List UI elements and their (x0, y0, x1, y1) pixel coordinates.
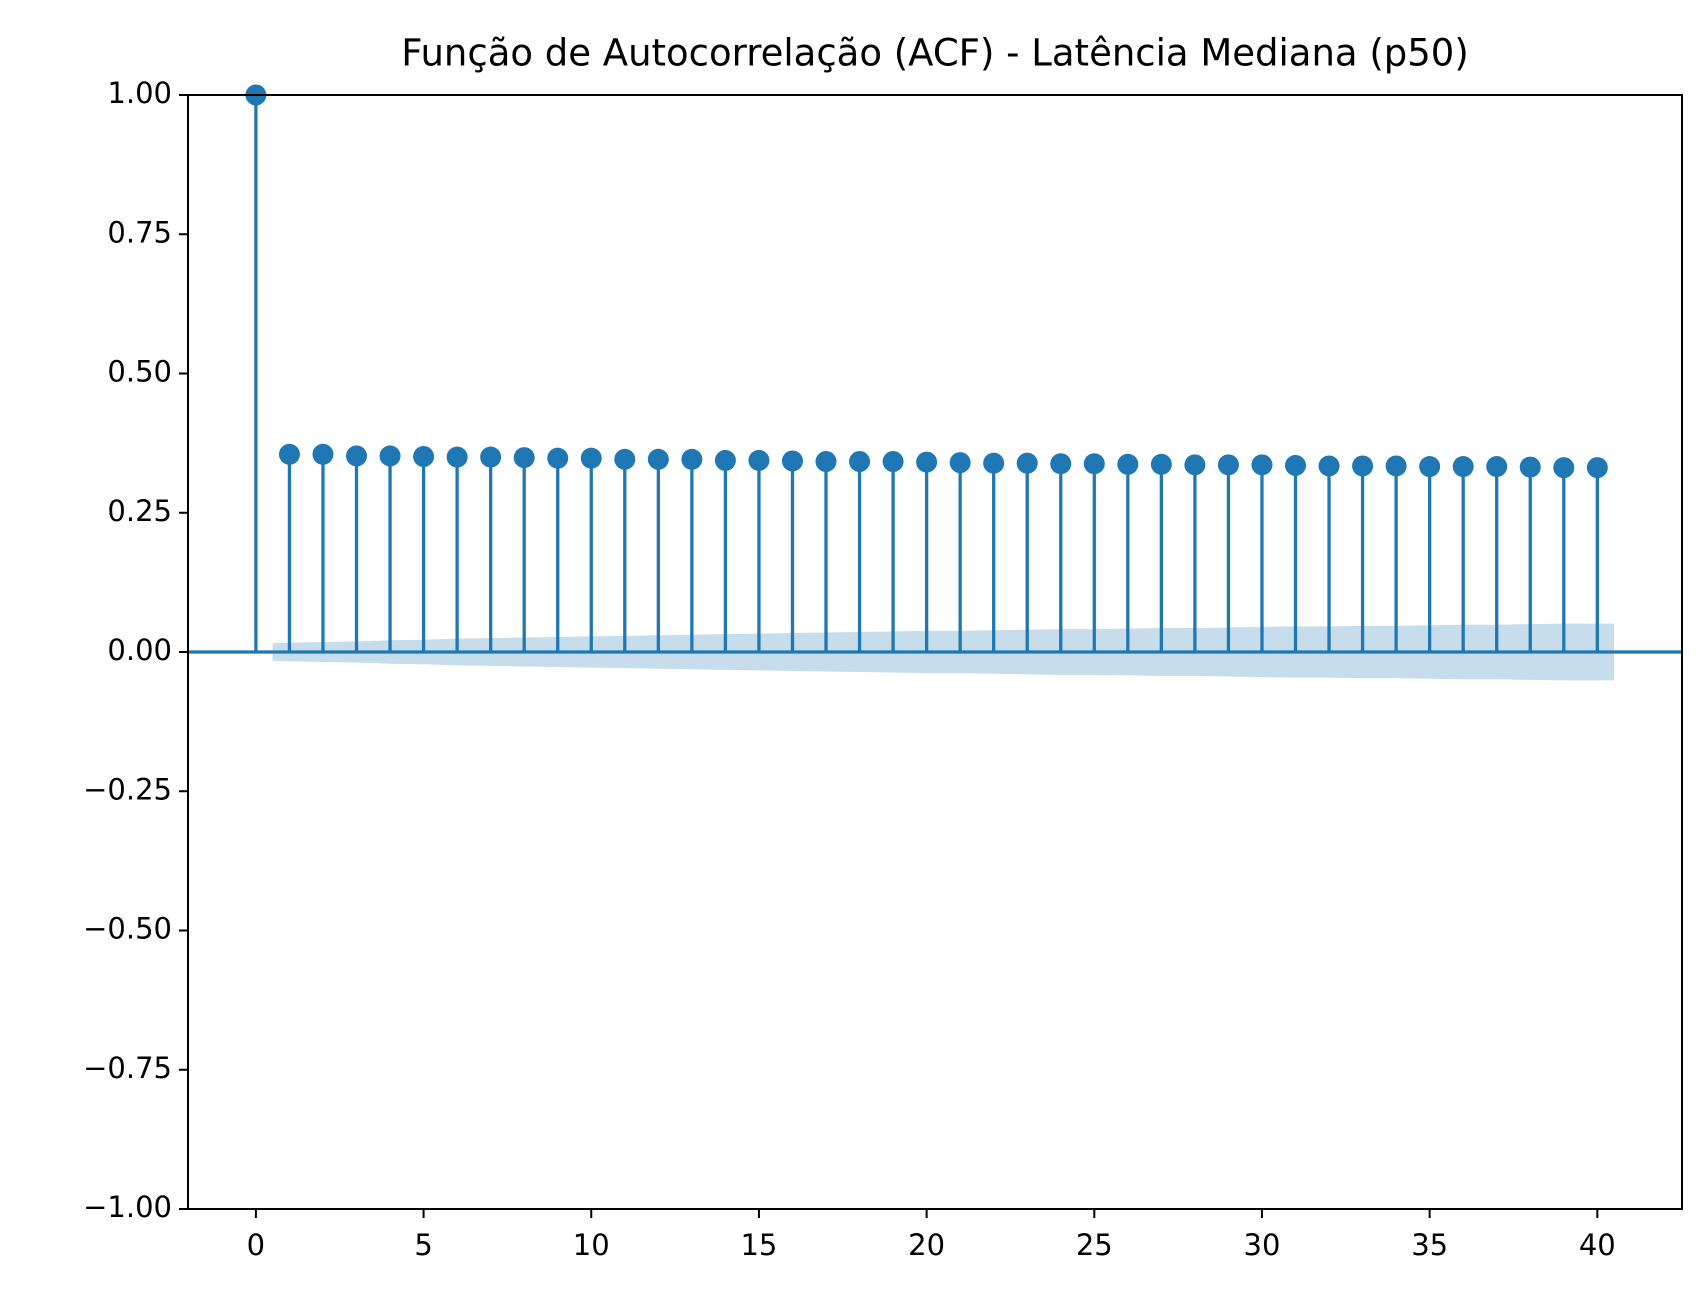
stem-marker (413, 445, 435, 467)
stem-marker (1486, 456, 1508, 478)
stem-marker (1217, 454, 1239, 476)
stem-marker (1352, 455, 1374, 477)
stem-marker (983, 452, 1005, 474)
y-tick-label: 0.25 (107, 494, 172, 528)
stem-marker (1318, 455, 1340, 477)
y-tick-label: 0.50 (107, 355, 172, 389)
stem-marker (1452, 456, 1474, 478)
stem-marker (379, 445, 401, 467)
stem-marker (1150, 453, 1172, 475)
stem-marker (916, 451, 938, 473)
x-tick-label: 15 (740, 1228, 777, 1262)
stem-marker (346, 445, 368, 467)
stem-marker (1285, 454, 1307, 476)
stem-marker (1184, 454, 1206, 476)
stem-marker (1553, 457, 1575, 479)
stem-marker (1519, 456, 1541, 478)
y-tick-label: −0.25 (83, 772, 172, 806)
stem-marker (1419, 456, 1441, 478)
stem-marker (949, 452, 971, 474)
stem-marker (513, 447, 535, 469)
stem-marker (1117, 453, 1139, 475)
axes-frame (187, 94, 1683, 1210)
stem-marker (446, 446, 468, 468)
stem-marker (781, 450, 803, 472)
stem-marker (714, 449, 736, 471)
stem-marker (748, 449, 770, 471)
stem-marker (681, 448, 703, 470)
stem-marker (312, 443, 334, 465)
stem-marker (1083, 453, 1105, 475)
y-tick-label: 0.00 (107, 633, 172, 667)
stem-marker (1586, 457, 1608, 479)
y-tick-label: −1.00 (83, 1190, 172, 1224)
stem-marker (480, 446, 502, 468)
chart-title: Função de Autocorrelação (ACF) - Latênci… (401, 32, 1469, 75)
stem-marker (547, 447, 569, 469)
stem-marker (278, 443, 300, 465)
x-tick-label: 5 (414, 1228, 432, 1262)
x-tick-label: 20 (908, 1228, 945, 1262)
stem-marker (614, 448, 636, 470)
stem-marker (882, 451, 904, 473)
y-tick-label: 1.00 (107, 76, 172, 110)
stem-marker (1251, 454, 1273, 476)
y-tick-label: −0.75 (83, 1051, 172, 1085)
x-tick-label: 40 (1579, 1228, 1616, 1262)
stem-marker (1016, 452, 1038, 474)
stem-marker (1385, 455, 1407, 477)
stem-marker (1050, 453, 1072, 475)
y-tick-label: 0.75 (107, 215, 172, 249)
x-tick-label: 35 (1411, 1228, 1448, 1262)
y-tick-label: −0.50 (83, 912, 172, 946)
stem-marker (849, 451, 871, 473)
stem-marker (580, 447, 602, 469)
stem-marker (647, 448, 669, 470)
x-tick-label: 30 (1244, 1228, 1281, 1262)
x-tick-label: 10 (573, 1228, 610, 1262)
stem-marker (815, 451, 837, 473)
x-tick-label: 25 (1076, 1228, 1113, 1262)
x-tick-label: 0 (247, 1228, 265, 1262)
